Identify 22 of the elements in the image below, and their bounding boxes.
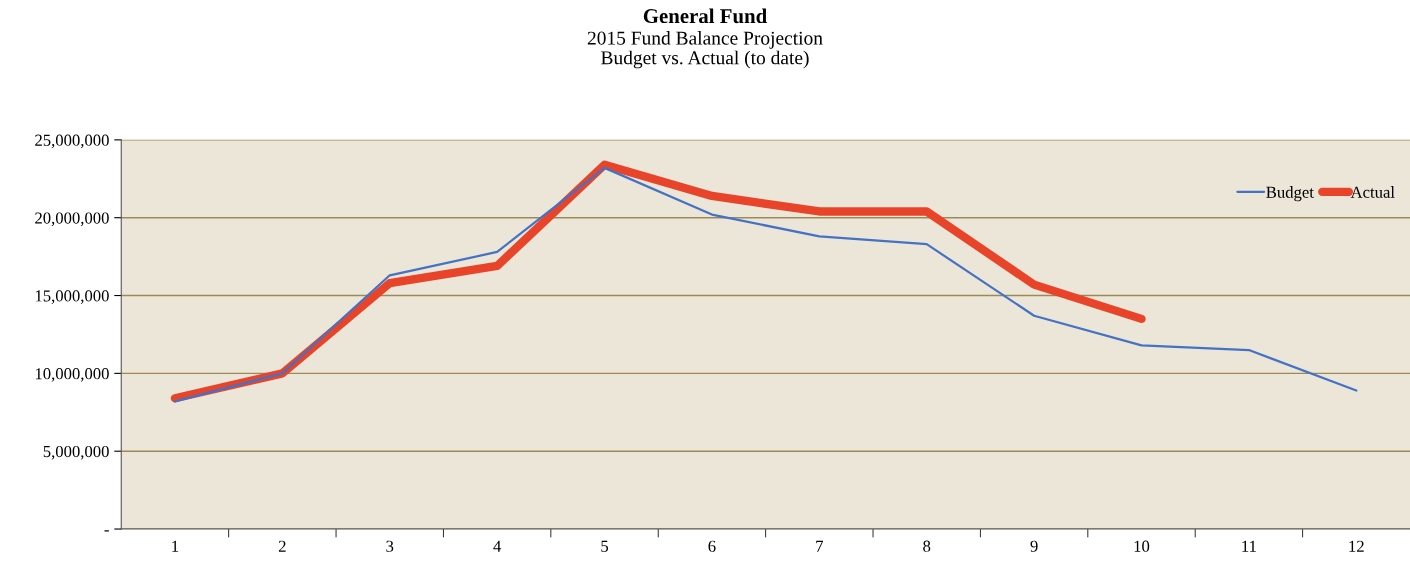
x-tick-label: 7 — [816, 540, 824, 552]
y-tick-label: 20,000,000 — [35, 212, 109, 227]
y-tick-label: 10,000,000 — [35, 368, 109, 382]
y-tick-label: 25,000,000 — [35, 134, 109, 149]
x-tick-label: 3 — [386, 540, 394, 552]
legend-label: Budget — [1266, 186, 1314, 202]
x-tick-label: 8 — [923, 540, 931, 552]
legend-label: Actual — [1350, 186, 1395, 198]
x-tick-label: 9 — [1030, 540, 1038, 552]
x-tick-label: 1 — [172, 540, 179, 552]
x-tick-label: 10 — [1134, 540, 1150, 552]
y-tick-label: 5,000,000 — [43, 445, 109, 460]
x-tick-label: 6 — [708, 540, 716, 552]
x-tick-label: 5 — [601, 540, 609, 552]
chart-title: General Fund — [643, 8, 767, 24]
x-tick-label: 12 — [1349, 540, 1364, 552]
chart-subtitle: 2015 Fund Balance Projection Budget vs. Actual (to date) — [587, 31, 823, 69]
y-tick-label: 15,000,000 — [35, 290, 109, 304]
x-tick-label: 4 — [493, 540, 502, 552]
x-tick-label: 2 — [278, 540, 286, 552]
y-tick-label: - — [104, 530, 109, 532]
x-tick-label: 11 — [1242, 540, 1256, 552]
